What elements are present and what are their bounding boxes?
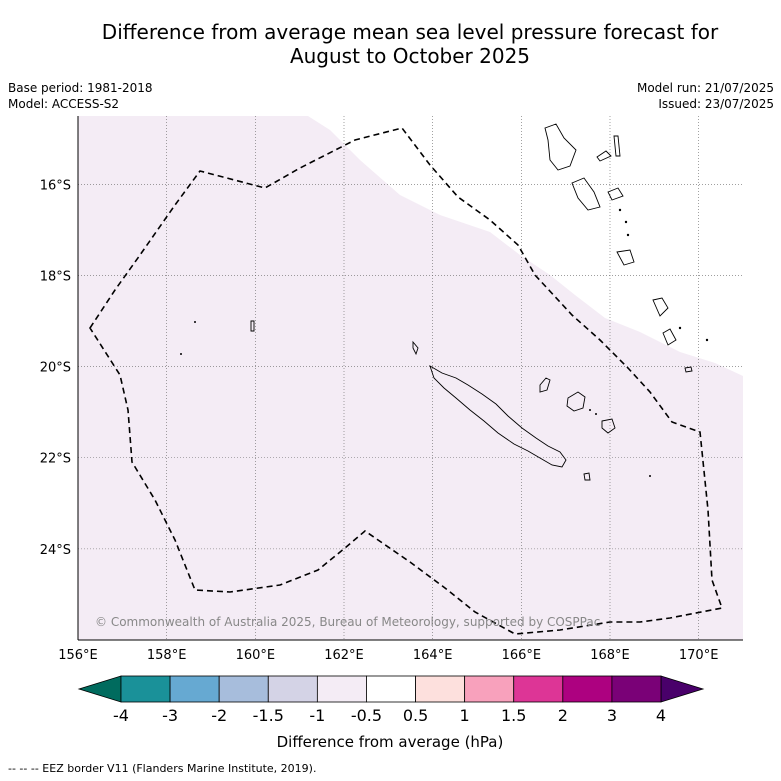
colorbar-segment [120, 675, 171, 703]
colorbar-segment [267, 675, 318, 703]
chesterfield-islet [250, 320, 255, 332]
colorbar-tick-label: -1 [309, 706, 325, 725]
efate-island [616, 249, 635, 266]
latitude-tick-label: 24°S [40, 543, 71, 558]
longitude-tick-label: 156°E [58, 648, 98, 663]
longitude-tick-label: 162°E [324, 648, 364, 663]
latitude-tick-label: 18°S [40, 269, 71, 284]
colorbar-segment [316, 675, 367, 703]
longitude-tick-labels: 156°E 158°E 160°E 162°E 164°E 166°E 168°E 170°E [58, 648, 718, 663]
longitude-tick-label: 166°E [502, 648, 542, 663]
map-area [78, 116, 743, 640]
lifou-island [566, 391, 586, 412]
belep-island [412, 340, 419, 356]
colorbar-tick-label: -0.5 [351, 706, 382, 725]
colorbar-tick-label: 1.5 [501, 706, 526, 725]
colorbar-tick-label: 3 [607, 706, 617, 725]
colorbar-segment [611, 675, 662, 703]
colorbar-tick-label: 2 [558, 706, 568, 725]
colorbar-tick-labels: -4 -3 -2 -1.5 -1 -0.5 0.5 1 1.5 2 3 4 [113, 706, 666, 725]
copyright-text: © Commonwealth of Australia 2025, Bureau… [95, 615, 600, 629]
colorbar-label: Difference from average (hPa) [277, 733, 504, 751]
eez-border [89, 127, 724, 635]
colorbar-segment [513, 675, 564, 703]
pressure-anomaly-field [78, 116, 743, 640]
eez-legend-text: -- -- -- EEZ border V11 (Flanders Marine… [8, 762, 317, 775]
aneityum-island [684, 366, 693, 373]
ouvea-island [539, 377, 551, 393]
colorbar-segment [366, 675, 416, 703]
longitude-tick-label: 164°E [413, 648, 453, 663]
colorbar-tick-label: -2 [211, 706, 227, 725]
colorbar-tick-label: -1.5 [253, 706, 284, 725]
longitude-tick-label: 170°E [679, 648, 719, 663]
latitude-tick-label: 20°S [40, 361, 71, 376]
longitude-tick-label: 158°E [147, 648, 187, 663]
longitude-tick-label: 168°E [590, 648, 630, 663]
colorbar-segment [415, 675, 466, 703]
ambrym-island [607, 187, 624, 201]
latitude-tick-labels: 16°S 18°S 20°S 22°S 24°S [40, 178, 71, 558]
colorbar-over-arrow [660, 675, 705, 703]
chart-title-line1: Difference from average mean sea level p… [101, 20, 719, 44]
colorbar-tick-label: -4 [113, 706, 129, 725]
colorbar-segment [218, 675, 269, 703]
colorbar-tick-label: 4 [656, 706, 666, 725]
erromango-island [652, 297, 669, 317]
mare-island [601, 418, 616, 434]
colorbar-segment [562, 675, 613, 703]
colorbar-segment [169, 675, 220, 703]
colorbar-tick-label: 0.5 [403, 706, 428, 725]
espiritu-santo-island [544, 123, 577, 171]
malakula-island [571, 177, 601, 211]
maewo-island [613, 135, 621, 157]
colorbar [77, 675, 705, 703]
issued-text: Issued: 23/07/2025 [658, 97, 774, 111]
latitude-tick-label: 16°S [40, 178, 71, 193]
ambae-island [596, 150, 612, 162]
grande-terre-island [429, 365, 567, 468]
isle-of-pines [583, 472, 591, 481]
model-run-text: Model run: 21/07/2025 [636, 81, 774, 95]
base-period-text: Base period: 1981-2018 [8, 81, 153, 95]
latitude-tick-label: 22°S [40, 452, 71, 467]
colorbar-under-arrow [77, 675, 122, 703]
tanna-island [662, 328, 677, 346]
colorbar-segment [464, 675, 515, 703]
colorbar-tick-label: -3 [162, 706, 178, 725]
chart-title-line2: August to October 2025 [289, 44, 531, 68]
colorbar-tick-label: 1 [460, 706, 470, 725]
graticule [78, 116, 743, 640]
small-islets [180, 208, 709, 477]
model-text: Model: ACCESS-S2 [8, 97, 120, 111]
longitude-tick-label: 160°E [236, 648, 276, 663]
